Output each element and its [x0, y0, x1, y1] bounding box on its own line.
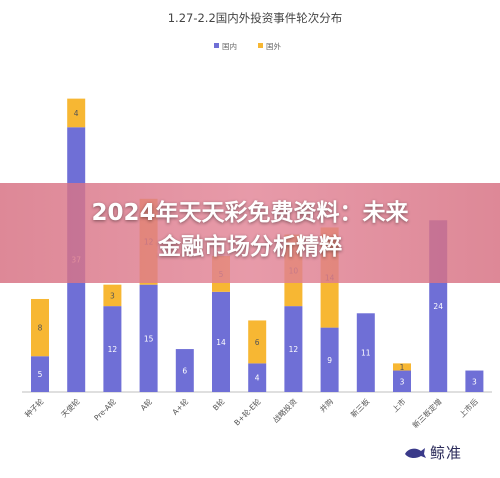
bar-domestic-2 — [103, 306, 122, 392]
brand-logo: 鲸准 — [404, 442, 462, 463]
data-label-foreign-10: 1 — [400, 363, 405, 372]
x-tick-label-12: 上市后 — [457, 396, 480, 419]
overlay-banner — [0, 183, 500, 283]
data-label-foreign-1: 4 — [74, 109, 79, 118]
bar-foreign-6 — [248, 320, 267, 364]
x-tick-label-8: 并购 — [317, 396, 335, 414]
data-label-foreign-0: 8 — [38, 324, 43, 333]
data-label-domestic-9: 11 — [361, 349, 371, 358]
bar-foreign-2 — [103, 284, 122, 307]
x-tick-label-0: 种子轮 — [22, 396, 45, 419]
x-tick-label-7: 战略投资 — [271, 396, 300, 425]
data-label-foreign-2: 3 — [110, 291, 115, 300]
bar-foreign-1 — [67, 98, 86, 128]
data-label-domestic-11: 24 — [433, 302, 443, 311]
bar-domestic-9 — [356, 313, 375, 392]
bar-domestic-5 — [212, 291, 230, 392]
bar-foreign-10 — [393, 363, 411, 371]
bar-domestic-4 — [175, 349, 194, 392]
x-tick-label-6: B+轮-E轮 — [232, 396, 263, 427]
bar-domestic-10 — [393, 370, 411, 392]
data-label-domestic-10: 3 — [400, 377, 405, 386]
legend-label-1: 国外 — [266, 41, 281, 51]
x-tick-label-9: 新三板 — [348, 396, 371, 419]
data-label-domestic-6: 4 — [255, 374, 260, 383]
x-tick-label-4: A+轮 — [170, 396, 191, 417]
whale-icon — [405, 447, 426, 458]
chart-legend: 国内 国外 — [214, 41, 281, 51]
bar-domestic-6 — [248, 363, 267, 392]
logo-text: 鲸准 — [430, 444, 463, 462]
overlay-banner-text: 2024年天天彩免费资料：未来 金融市场分析精粹 — [91, 200, 409, 260]
x-tick-label-10: 上市 — [390, 396, 408, 414]
bar-domestic-3 — [139, 284, 158, 392]
data-label-domestic-3: 15 — [144, 334, 154, 343]
chart-title: 1.27-2.2国内外投资事件轮次分布 — [168, 11, 343, 25]
x-tick-label-1: 天使轮 — [59, 396, 82, 419]
bar-domestic-8 — [320, 327, 339, 392]
x-tick-label-11: 新三板定增 — [410, 396, 444, 430]
data-label-domestic-12: 3 — [472, 377, 477, 386]
legend-swatch-1 — [258, 43, 263, 48]
bar-domestic-12 — [465, 370, 484, 392]
data-label-domestic-4: 6 — [182, 367, 187, 376]
data-label-foreign-6: 6 — [255, 338, 260, 347]
x-tick-label-5: B轮 — [210, 396, 226, 412]
data-label-domestic-2: 12 — [108, 345, 118, 354]
bar-domestic-7 — [284, 306, 303, 392]
x-tick-label-2: Pre-A轮 — [92, 396, 119, 423]
bar-foreign-0 — [31, 298, 49, 357]
data-label-domestic-7: 12 — [289, 345, 299, 354]
x-tick-labels: 种子轮 天使轮 Pre-A轮 A轮 A+轮 B轮 B+轮-E轮 战略投资 并购 新三板 上市 新三板定… — [22, 396, 480, 430]
legend-swatch-0 — [214, 43, 219, 48]
bar-domestic-0 — [31, 356, 49, 392]
x-tick-label-3: A轮 — [138, 396, 154, 412]
data-label-domestic-8: 9 — [327, 356, 332, 365]
data-label-domestic-0: 5 — [38, 370, 43, 379]
data-label-domestic-5: 14 — [216, 338, 226, 347]
legend-label-0: 国内 — [222, 41, 237, 51]
